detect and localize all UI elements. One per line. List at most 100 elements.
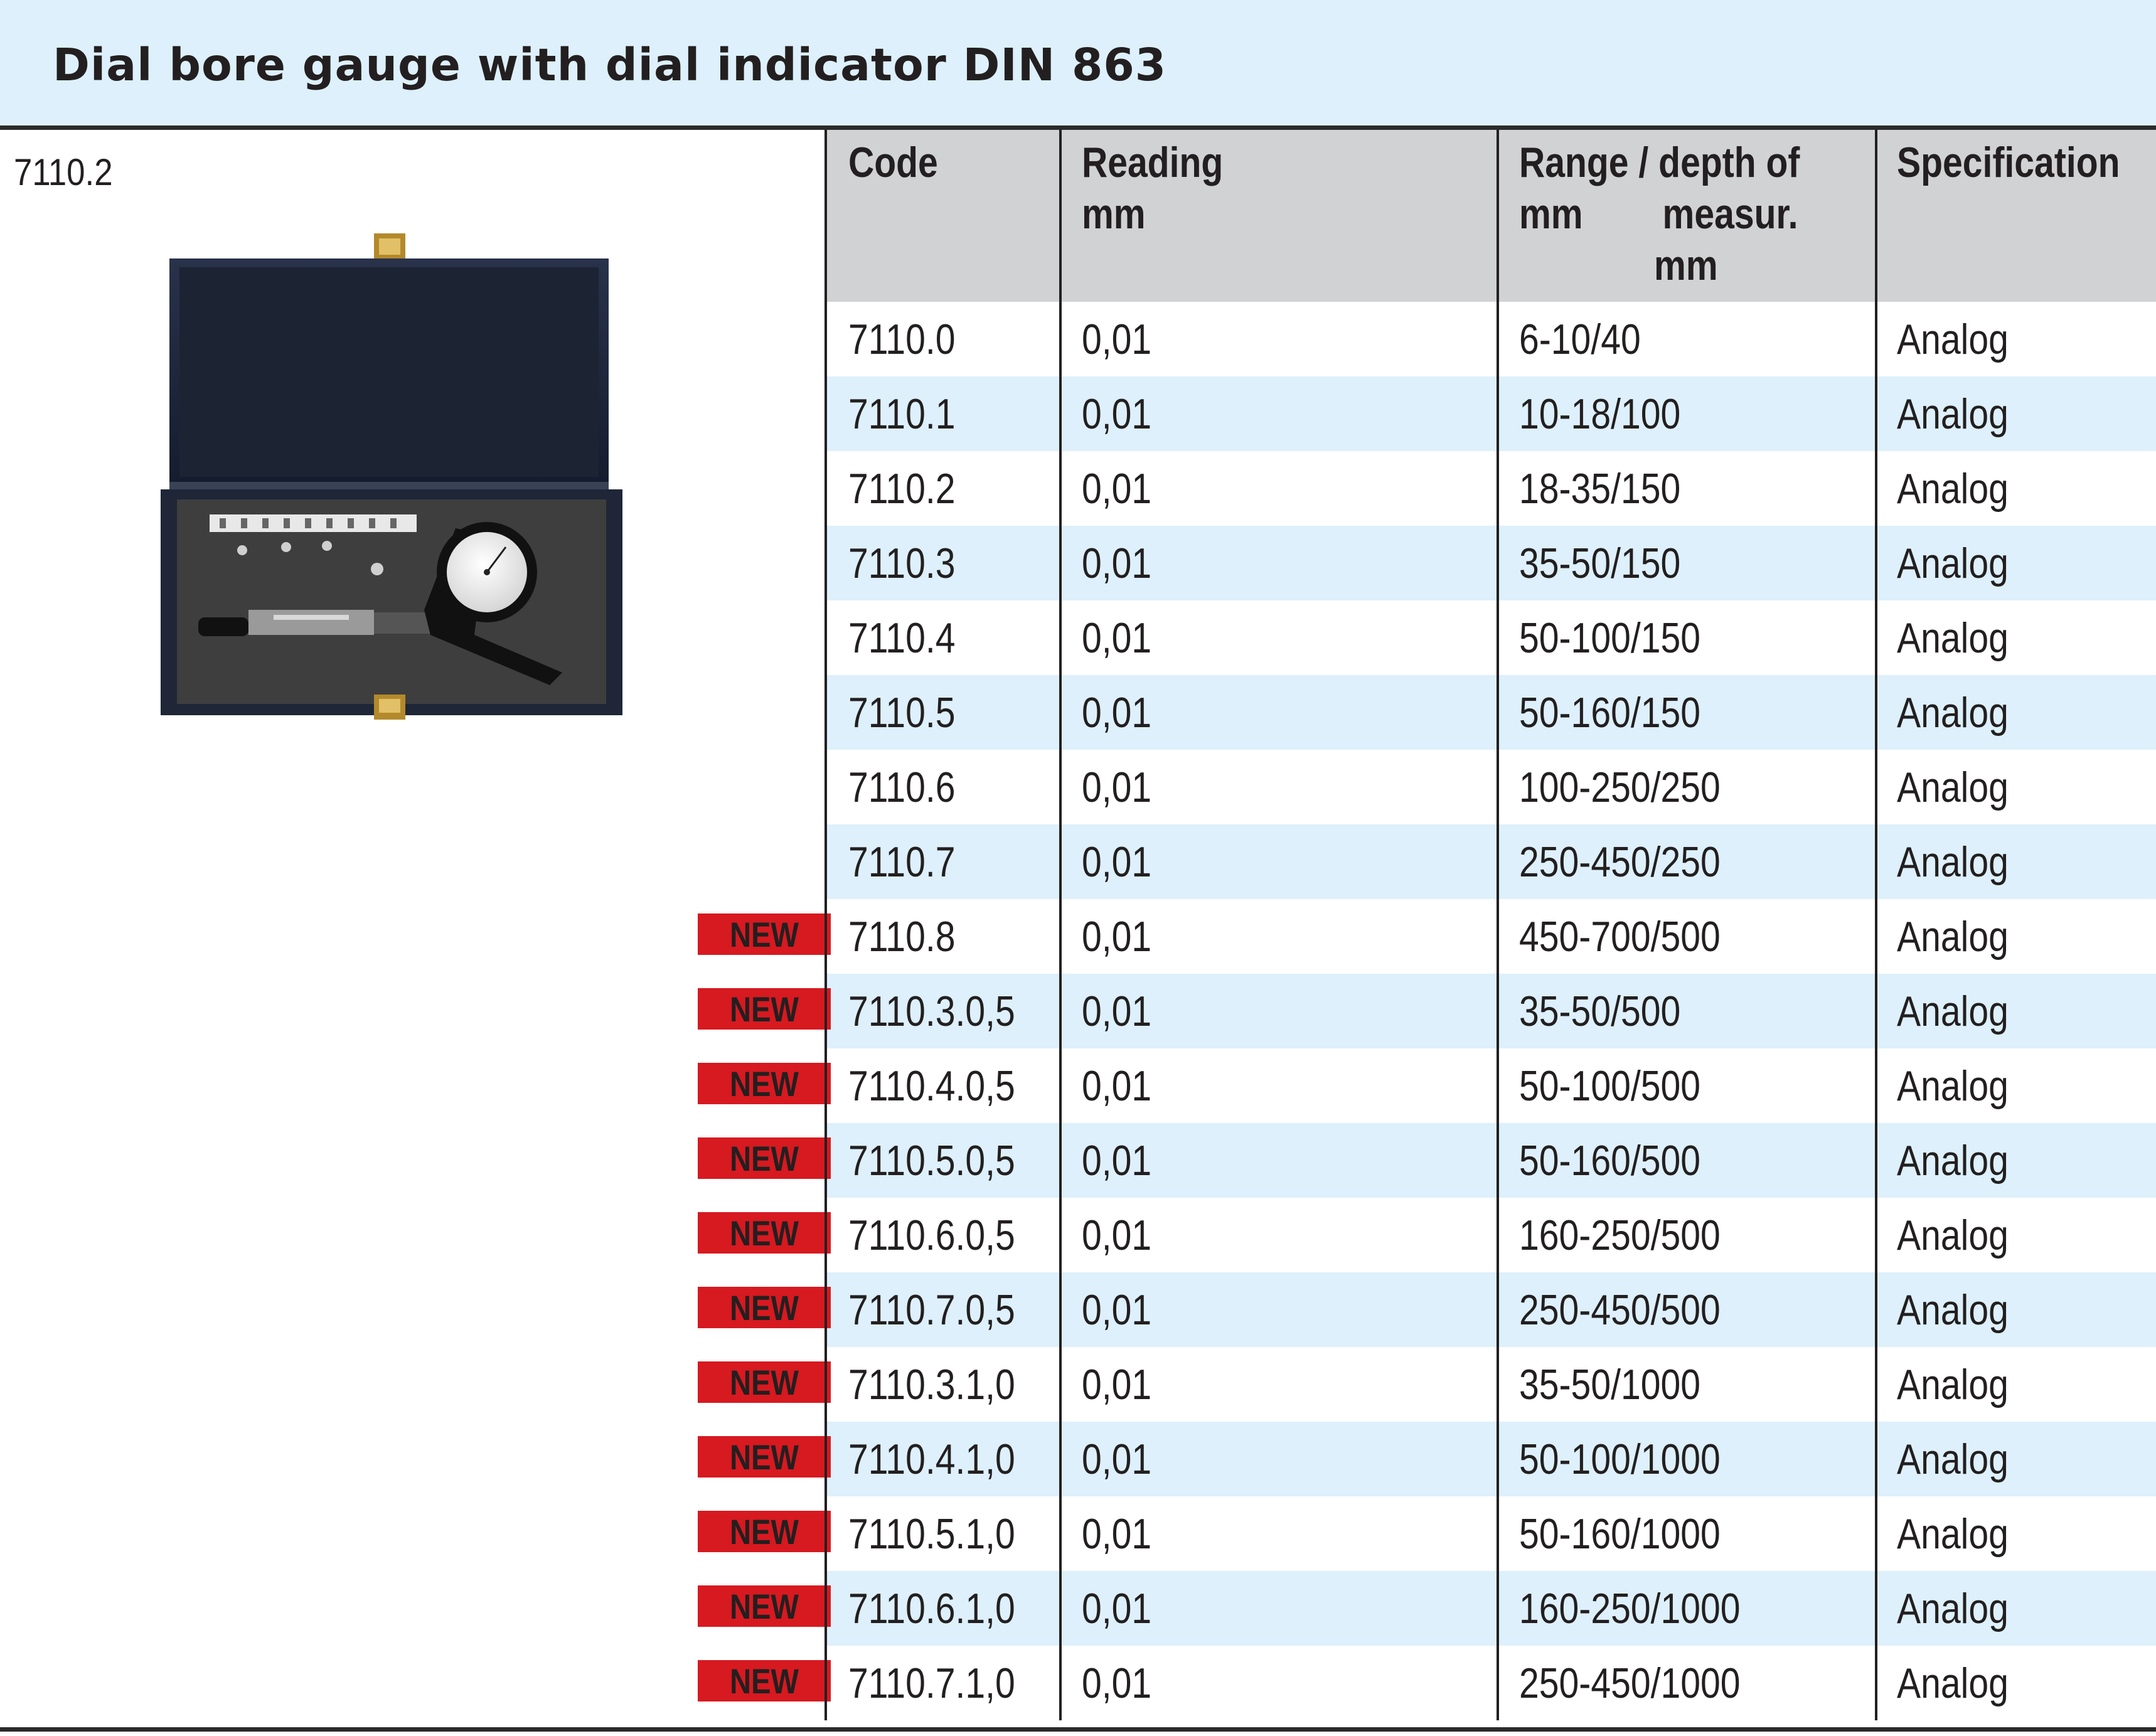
cell-range: 50-160/1000 (1519, 1510, 1721, 1558)
header-code: Code (848, 139, 938, 186)
cell-spec: Analog (1897, 390, 2009, 438)
cell-reading: 0,01 (1082, 1510, 1152, 1558)
cell-code: 7110.6.0,5 (848, 1211, 1015, 1259)
cell-code: 7110.6 (848, 764, 956, 811)
cell-range: 160-250/1000 (1519, 1585, 1741, 1632)
table-row: 7110.4 0,01 50-100/150 Analog (826, 600, 2156, 675)
cell-code: 7110.5.1,0 (848, 1510, 1015, 1558)
cell-spec: Analog (1897, 689, 2009, 737)
cell-reading: 0,01 (1082, 614, 1152, 662)
cell-code: 7110.3.0,5 (848, 988, 1015, 1035)
cell-spec: Analog (1897, 1659, 2009, 1707)
cell-spec: Analog (1897, 465, 2009, 513)
cell-spec: Analog (1897, 1211, 2009, 1259)
cell-spec: Analog (1897, 838, 2009, 886)
cell-reading: 0,01 (1082, 689, 1152, 737)
cell-reading: 0,01 (1082, 1137, 1152, 1185)
cell-reading: 0,01 (1082, 913, 1152, 961)
new-badge: NEW (698, 1063, 831, 1104)
new-badge: NEW (698, 988, 831, 1030)
table-row: NEW 7110.7.1,0 0,01 250-450/1000 Analog (698, 1646, 2156, 1720)
new-badge: NEW (698, 1361, 831, 1403)
header-reading: Reading mm (1082, 139, 1224, 238)
page-title: Dial bore gauge with dial indicator DIN … (53, 39, 1167, 91)
cell-range: 250-450/500 (1519, 1286, 1721, 1334)
cell-reading: 0,01 (1082, 764, 1152, 811)
bottom-rule (0, 1727, 2156, 1732)
cell-spec: Analog (1897, 1510, 2009, 1558)
table-row: 7110.6 0,01 100-250/250 Analog (826, 750, 2156, 824)
table-row: 7110.1 0,01 10-18/100 Analog (826, 376, 2156, 451)
table-header (826, 130, 2156, 302)
new-badge: NEW (698, 1511, 831, 1552)
header-spec: Specification (1897, 139, 2120, 186)
new-badge: NEW (698, 1436, 831, 1478)
cell-code: 7110.3 (848, 540, 956, 587)
cell-reading: 0,01 (1082, 1286, 1152, 1334)
table-row: NEW 7110.5.0,5 0,01 50-160/500 Analog (698, 1123, 2156, 1198)
cell-spec: Analog (1897, 540, 2009, 587)
cell-spec: Analog (1897, 1137, 2009, 1185)
new-badge: NEW (698, 1137, 831, 1179)
new-badge: NEW (698, 1212, 831, 1254)
cell-reading: 0,01 (1082, 540, 1152, 587)
column-divider (1875, 130, 1877, 1720)
cell-range: 35-50/150 (1519, 540, 1681, 587)
table-row: NEW 7110.4.0,5 0,01 50-100/500 Analog (698, 1048, 2156, 1123)
cell-range: 35-50/1000 (1519, 1361, 1701, 1409)
cell-range: 6-10/40 (1519, 316, 1641, 363)
cell-code: 7110.8 (848, 913, 956, 961)
cell-reading: 0,01 (1082, 838, 1152, 886)
cell-reading: 0,01 (1082, 1062, 1152, 1110)
cell-spec: Analog (1897, 1435, 2009, 1483)
cell-spec: Analog (1897, 1286, 2009, 1334)
table-row: NEW 7110.7.0,5 0,01 250-450/500 Analog (698, 1272, 2156, 1347)
table-row: 7110.3 0,01 35-50/150 Analog (826, 526, 2156, 600)
cell-spec: Analog (1897, 614, 2009, 662)
cell-code: 7110.4.0,5 (848, 1062, 1015, 1110)
cell-reading: 0,01 (1082, 1585, 1152, 1632)
cell-spec: Analog (1897, 1361, 2009, 1409)
table-row: NEW 7110.5.1,0 0,01 50-160/1000 Analog (698, 1496, 2156, 1571)
cell-reading: 0,01 (1082, 1361, 1152, 1409)
table-row: 7110.0 0,01 6-10/40 Analog (826, 302, 2156, 376)
cell-range: 10-18/100 (1519, 390, 1681, 438)
table-row: NEW 7110.3.0,5 0,01 35-50/500 Analog (698, 974, 2156, 1048)
title-bar: Dial bore gauge with dial indicator DIN … (0, 0, 2156, 125)
new-badge: NEW (698, 1660, 831, 1701)
image-caption: 7110.2 (14, 151, 113, 193)
cell-reading: 0,01 (1082, 1435, 1152, 1483)
cell-code: 7110.7.0,5 (848, 1286, 1015, 1334)
cell-code: 7110.5.0,5 (848, 1137, 1015, 1185)
table-row: 7110.2 0,01 18-35/150 Analog (826, 451, 2156, 526)
header-range: Range / depth of mm measur. mm (1519, 139, 1800, 289)
cell-spec: Analog (1897, 316, 2009, 363)
cell-range: 450-700/500 (1519, 913, 1721, 961)
cell-range: 35-50/500 (1519, 988, 1681, 1035)
table-row: 7110.5 0,01 50-160/150 Analog (826, 675, 2156, 750)
table-row: 7110.7 0,01 250-450/250 Analog (826, 824, 2156, 899)
new-badge: NEW (698, 1585, 831, 1627)
cell-reading: 0,01 (1082, 465, 1152, 513)
cell-reading: 0,01 (1082, 1211, 1152, 1259)
column-divider (1059, 130, 1062, 1720)
cell-spec: Analog (1897, 764, 2009, 811)
cell-range: 250-450/250 (1519, 838, 1721, 886)
cell-code: 7110.4 (848, 614, 956, 662)
table-row: NEW 7110.6.1,0 0,01 160-250/1000 Analog (698, 1571, 2156, 1646)
cell-code: 7110.6.1,0 (848, 1585, 1015, 1632)
cell-range: 50-100/1000 (1519, 1435, 1721, 1483)
cell-code: 7110.4.1,0 (848, 1435, 1015, 1483)
cell-spec: Analog (1897, 988, 2009, 1035)
cell-range: 50-100/150 (1519, 614, 1701, 662)
column-divider (1497, 130, 1499, 1720)
cell-code: 7110.3.1,0 (848, 1361, 1015, 1409)
product-photo (161, 233, 622, 720)
cell-range: 160-250/500 (1519, 1211, 1721, 1259)
column-divider (825, 130, 827, 1720)
cell-range: 100-250/250 (1519, 764, 1721, 811)
table-row: NEW 7110.4.1,0 0,01 50-100/1000 Analog (698, 1422, 2156, 1496)
cell-range: 50-100/500 (1519, 1062, 1701, 1110)
cell-reading: 0,01 (1082, 988, 1152, 1035)
cell-range: 18-35/150 (1519, 465, 1681, 513)
